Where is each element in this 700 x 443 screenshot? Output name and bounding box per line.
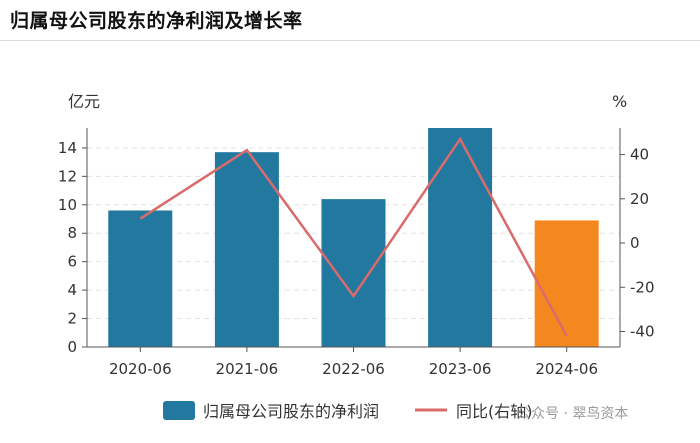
left-tick-label: 12 [58, 167, 77, 185]
right-tick-label: 40 [630, 146, 649, 164]
chart-title: 归属母公司股东的净利润及增长率 [10, 10, 303, 32]
right-ticks: -40 -20 0 20 40 [620, 146, 655, 341]
right-axis-unit: % [612, 92, 627, 111]
x-tick-label: 2022-06 [322, 360, 385, 378]
right-tick-label: 0 [630, 234, 640, 252]
left-tick-label: 6 [67, 253, 77, 271]
bar-2023-06 [428, 128, 493, 347]
right-tick-label: -40 [630, 323, 655, 341]
x-tick-label: 2023-06 [429, 360, 492, 378]
left-ticks: 0 2 4 6 8 10 12 14 [58, 139, 87, 356]
legend: 归属母公司股东的净利润 同比(右轴) [163, 401, 533, 421]
x-tick-label: 2024-06 [535, 360, 598, 378]
left-tick-label: 4 [67, 281, 77, 299]
left-tick-label: 0 [67, 338, 77, 356]
left-tick-label: 2 [67, 310, 77, 328]
legend-label-line: 同比(右轴) [456, 402, 533, 421]
left-tick-label: 8 [67, 224, 77, 242]
title-divider [0, 40, 700, 41]
gridlines [87, 147, 620, 320]
bar-2022-06 [321, 199, 386, 347]
watermark: 公众号 · 翠鸟资本 [517, 406, 628, 422]
bars [108, 128, 599, 347]
left-tick-label: 14 [58, 139, 77, 157]
bar-2020-06 [108, 210, 173, 347]
x-tick-label: 2021-06 [216, 360, 279, 378]
right-tick-label: -20 [630, 278, 655, 296]
yoy-line [139, 136, 568, 337]
bar-2024-06 [534, 220, 599, 347]
bar-2021-06 [214, 152, 279, 347]
left-axis-unit: 亿元 [68, 92, 100, 111]
legend-label-bar: 归属母公司股东的净利润 [203, 402, 379, 421]
left-tick-label: 10 [58, 196, 77, 214]
x-ticks: 2020-06 2021-06 2022-06 2023-06 2024-06 [109, 347, 598, 378]
x-tick-label: 2020-06 [109, 360, 172, 378]
legend-swatch-bar [163, 401, 195, 420]
right-tick-label: 20 [630, 190, 649, 208]
